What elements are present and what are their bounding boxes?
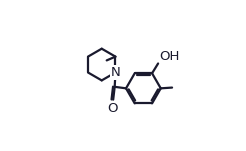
Text: N: N	[110, 66, 120, 79]
Text: N: N	[110, 66, 120, 79]
Text: OH: OH	[159, 50, 179, 63]
Text: O: O	[107, 102, 118, 115]
